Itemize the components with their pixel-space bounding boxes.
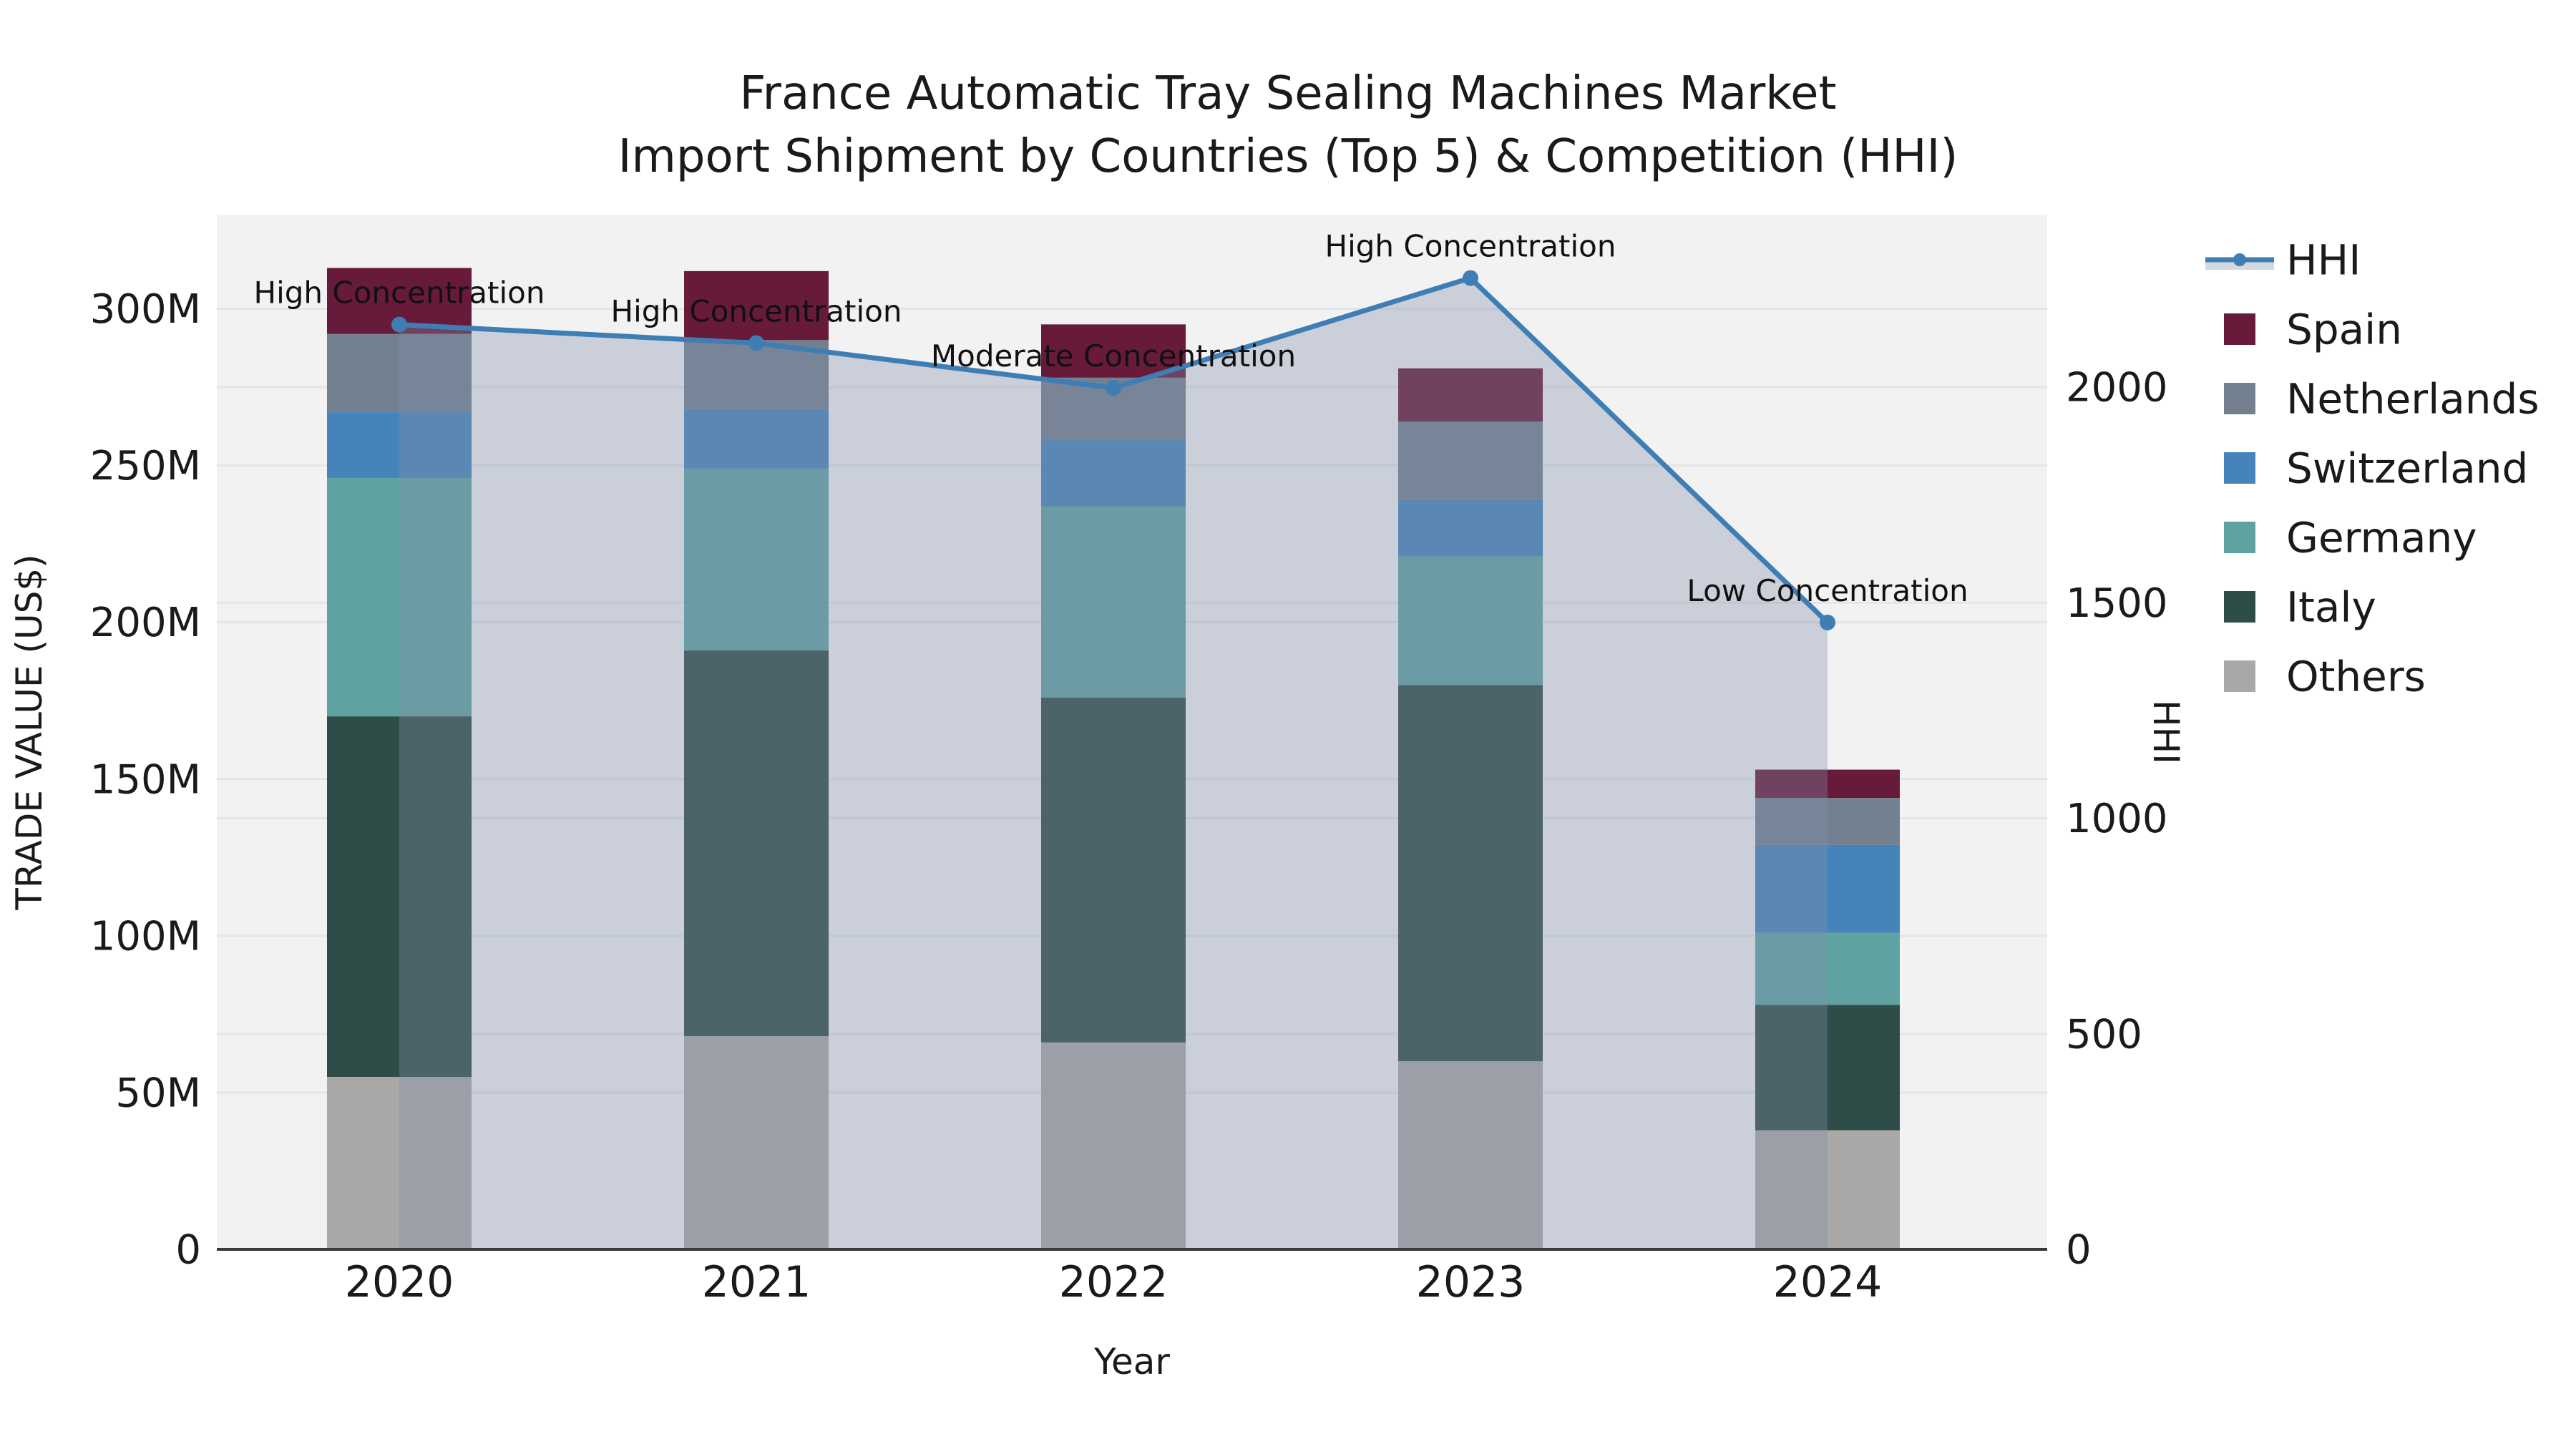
bar-2022-italy bbox=[1041, 697, 1186, 1043]
legend-swatch-spain bbox=[2224, 313, 2255, 345]
x-axis-ticks: 2020 2021 2022 2023 2024 bbox=[345, 1257, 1883, 1307]
hhi-point-2024 bbox=[1820, 614, 1835, 630]
x-tick-label-2024: 2024 bbox=[1773, 1257, 1883, 1307]
x-tick-label-2023: 2023 bbox=[1416, 1257, 1526, 1307]
bar-2022-germany bbox=[1041, 506, 1186, 698]
left-tick-label: 200M bbox=[90, 600, 201, 646]
annotation-2022: Moderate Concentration bbox=[931, 338, 1296, 374]
left-tick-label: 100M bbox=[90, 913, 201, 960]
bar-2021-italy bbox=[684, 650, 829, 1037]
right-axis-title: HHI bbox=[2145, 700, 2187, 764]
bar-2022-spain bbox=[1041, 324, 1186, 378]
legend: HHI Spain Netherlands Switzerland Germany Ita… bbox=[2205, 235, 2540, 701]
legend-swatch-netherlands bbox=[2224, 383, 2255, 414]
right-tick-label: 2000 bbox=[2066, 365, 2168, 411]
hhi-point-2021 bbox=[748, 335, 764, 351]
legend-label-hhi: HHI bbox=[2286, 235, 2361, 284]
annotations: High Concentration High Concentration Mode… bbox=[254, 229, 1968, 608]
x-tick-label-2020: 2020 bbox=[345, 1257, 454, 1307]
left-tick-label: 300M bbox=[90, 286, 201, 333]
left-tick-label: 0 bbox=[175, 1227, 201, 1274]
x-axis-title: Year bbox=[1093, 1341, 1170, 1382]
bar-2024-others bbox=[1755, 1130, 1900, 1249]
bar-2023-spain bbox=[1398, 368, 1543, 422]
legend-item-italy: Italy bbox=[2224, 582, 2376, 631]
bar-2020-switzerland bbox=[327, 412, 472, 479]
left-axis-title: TRADE VALUE (US$) bbox=[9, 554, 50, 910]
legend-label-italy: Italy bbox=[2286, 582, 2376, 631]
legend-label-switzerland: Switzerland bbox=[2286, 444, 2528, 492]
annotation-2021: High Concentration bbox=[611, 294, 902, 329]
bar-2021-others bbox=[684, 1036, 829, 1249]
annotation-2023: High Concentration bbox=[1325, 229, 1616, 264]
chart-title-line2: Import Shipment by Countries (Top 5) & C… bbox=[618, 130, 1958, 183]
legend-item-netherlands: Netherlands bbox=[2224, 374, 2540, 423]
legend-label-others: Others bbox=[2286, 652, 2426, 701]
bar-2022-others bbox=[1041, 1042, 1186, 1249]
hhi-markers bbox=[391, 270, 1835, 630]
bar-2022-switzerland bbox=[1041, 440, 1186, 507]
bar-2024-germany bbox=[1755, 932, 1900, 1005]
bar-2021-spain bbox=[684, 270, 829, 341]
right-tick-label: 1500 bbox=[2066, 580, 2168, 627]
annotation-2020: High Concentration bbox=[254, 275, 545, 311]
legend-label-germany: Germany bbox=[2286, 513, 2477, 562]
legend-item-switzerland: Switzerland bbox=[2224, 444, 2528, 492]
right-axis-ticks: 0 500 1000 1500 2000 bbox=[2066, 365, 2168, 1274]
bar-2021-switzerland bbox=[684, 409, 829, 469]
bar-2023-germany bbox=[1398, 556, 1543, 686]
bar-2024-switzerland bbox=[1755, 844, 1900, 933]
left-tick-label: 50M bbox=[115, 1070, 201, 1117]
annotation-2024: Low Concentration bbox=[1687, 573, 1968, 608]
legend-swatch-italy bbox=[2224, 591, 2255, 623]
left-tick-label: 250M bbox=[90, 443, 201, 489]
legend-item-others: Others bbox=[2224, 652, 2426, 701]
bar-2020-italy bbox=[327, 716, 472, 1077]
bar-2023-others bbox=[1398, 1061, 1543, 1249]
x-tick-label-2022: 2022 bbox=[1059, 1257, 1169, 1307]
legend-label-netherlands: Netherlands bbox=[2286, 374, 2540, 423]
legend-swatch-germany bbox=[2224, 522, 2255, 553]
bar-2023-italy bbox=[1398, 685, 1543, 1062]
legend-item-germany: Germany bbox=[2224, 513, 2477, 562]
bar-2023-netherlands bbox=[1398, 421, 1543, 500]
hhi-point-2023 bbox=[1463, 270, 1478, 286]
right-tick-label: 500 bbox=[2066, 1011, 2142, 1058]
legend-item-hhi: HHI bbox=[2205, 235, 2361, 284]
legend-label-spain: Spain bbox=[2286, 305, 2402, 353]
bar-2020-netherlands bbox=[327, 333, 472, 413]
bar-2024-italy bbox=[1755, 1005, 1900, 1131]
bar-2024-netherlands bbox=[1755, 798, 1900, 845]
stacked-bars bbox=[327, 268, 1900, 1249]
bar-2023-switzerland bbox=[1398, 499, 1543, 557]
legend-swatch-others bbox=[2224, 660, 2255, 692]
bar-2020-others bbox=[327, 1077, 472, 1249]
legend-hhi-marker bbox=[2233, 253, 2246, 266]
x-tick-label-2021: 2021 bbox=[702, 1257, 811, 1307]
right-tick-label: 0 bbox=[2066, 1227, 2092, 1274]
hhi-point-2022 bbox=[1106, 380, 1121, 396]
legend-swatch-switzerland bbox=[2224, 452, 2255, 484]
chart-title-line1: France Automatic Tray Sealing Machines M… bbox=[739, 67, 1836, 120]
left-axis-ticks: 0 50M 100M 150M 200M 250M 300M bbox=[90, 286, 201, 1274]
hhi-area-fill bbox=[399, 278, 1828, 1249]
left-tick-label: 150M bbox=[90, 756, 201, 803]
bar-2024-spain bbox=[1755, 769, 1900, 799]
bar-2020-germany bbox=[327, 478, 472, 717]
bar-2021-germany bbox=[684, 468, 829, 651]
legend-item-spain: Spain bbox=[2224, 305, 2402, 353]
hhi-point-2020 bbox=[391, 316, 407, 333]
right-tick-label: 1000 bbox=[2066, 796, 2168, 842]
